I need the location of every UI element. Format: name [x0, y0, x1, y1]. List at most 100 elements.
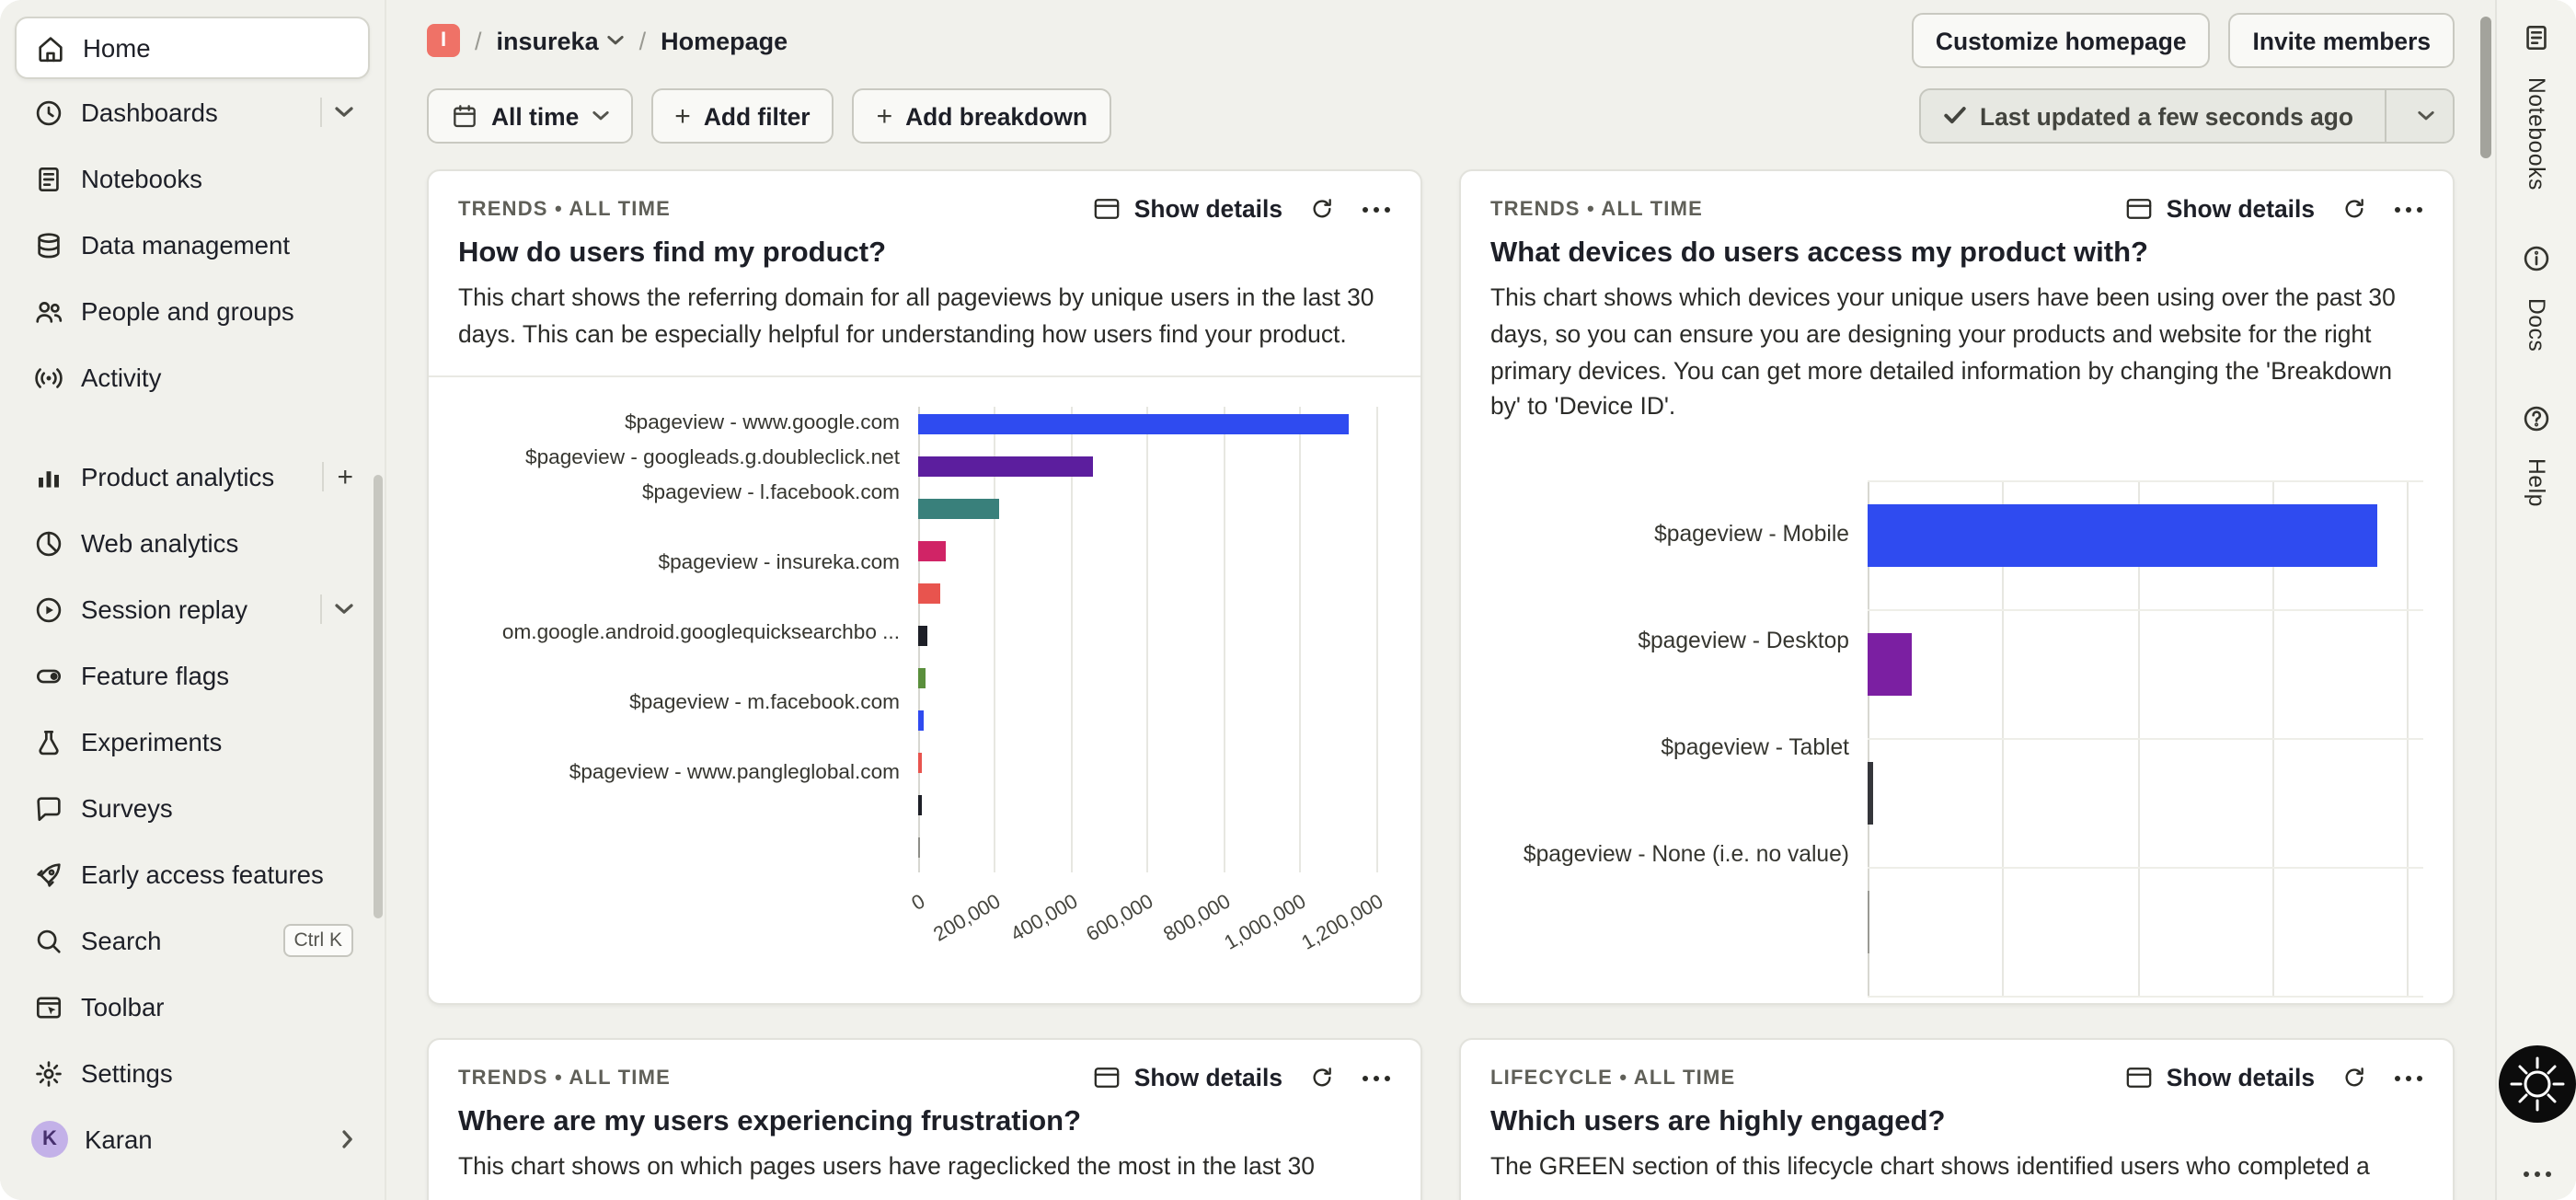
insight-description: This chart shows which devices your uniq… [1490, 283, 2396, 421]
sidebar-item-surveys[interactable]: Surveys [15, 775, 370, 841]
more-options-button[interactable] [2522, 1171, 2551, 1178]
bar-segment[interactable] [918, 667, 926, 688]
sidebar-item-product-analytics[interactable]: Product analytics + [15, 444, 370, 510]
sidebar-item-people-and-groups[interactable]: People and groups [15, 278, 370, 344]
bar-segment[interactable] [1868, 891, 1869, 954]
topbar: I / insureka / Homepage Customize homepa… [386, 0, 2495, 81]
insight-title[interactable]: Which users are highly engaged? [1490, 1106, 1946, 1137]
breadcrumb-separator: / [638, 27, 647, 54]
database-icon [31, 228, 64, 261]
bar-segment[interactable] [918, 794, 922, 815]
show-details-button[interactable]: Show details [2126, 1064, 2315, 1091]
bar-segment[interactable] [918, 456, 1094, 477]
sidebar-item-experiments[interactable]: Experiments [15, 709, 370, 775]
refresh-options-chevron[interactable] [2399, 110, 2453, 121]
bar-segment[interactable] [918, 413, 1350, 434]
bar-segment[interactable] [918, 710, 925, 731]
info-icon [2521, 242, 2552, 283]
sidebar-item-search[interactable]: Search Ctrl K [15, 907, 370, 974]
x-axis-tick-label: 1,200,000 [1297, 890, 1387, 954]
sidebar-item-web-analytics[interactable]: Web analytics [15, 510, 370, 576]
chart-bar-row [918, 413, 1391, 448]
sidebar-item-toolbar[interactable]: Toolbar [15, 974, 370, 1040]
add-insight-button[interactable]: + [337, 461, 353, 492]
bar-segment[interactable] [1868, 633, 1913, 697]
customize-homepage-button[interactable]: Customize homepage [1911, 13, 2211, 68]
show-details-button[interactable]: Show details [1094, 195, 1282, 223]
bar-segment[interactable] [918, 498, 999, 519]
sidebar-item-dashboards[interactable]: Dashboards [15, 79, 370, 145]
refresh-button[interactable] [1308, 195, 1336, 223]
chevron-down-icon[interactable] [335, 107, 353, 118]
x-axis-tick-label: 200,000 [930, 890, 1006, 946]
show-details-button[interactable]: Show details [1094, 1064, 1282, 1091]
refresh-button[interactable] [2340, 1064, 2368, 1091]
bar-segment[interactable] [918, 583, 941, 604]
ellipsis-icon [1363, 1075, 1390, 1080]
sidebar-item-label: Experiments [81, 728, 223, 756]
main-scrollbar[interactable] [2480, 17, 2491, 158]
insight-title[interactable]: Where are my users experiencing frustrat… [458, 1106, 1082, 1137]
rail-item-help[interactable]: Help [2521, 402, 2552, 506]
sidebar-item-feature-flags[interactable]: Feature flags [15, 642, 370, 709]
chat-bubble-icon [31, 791, 64, 825]
insight-type-badge: LIFECYCLE • ALL TIME [1490, 1067, 1736, 1089]
details-icon [2127, 1067, 2153, 1088]
bar-segment[interactable] [918, 752, 923, 773]
sidebar-item-home[interactable]: Home [15, 17, 370, 79]
chart-category-label: $pageview - googleads.g.doubleclick.net [525, 446, 900, 469]
chevron-right-icon[interactable] [342, 1130, 353, 1148]
invite-members-button[interactable]: Invite members [2228, 13, 2455, 68]
bar-segment[interactable] [1868, 504, 2378, 568]
toggle-icon [31, 659, 64, 692]
refresh-button[interactable] [2340, 195, 2368, 223]
chart-category-label [458, 581, 918, 616]
details-icon [1095, 1067, 1121, 1088]
sidebar-scrollbar[interactable] [374, 475, 383, 918]
max-ai-button[interactable] [2498, 1045, 2575, 1123]
gridline [1146, 406, 1149, 872]
chart-bar-row [918, 710, 1391, 744]
refresh-button[interactable] [1308, 1064, 1336, 1091]
notebooks-icon [31, 162, 64, 195]
sidebar-item-label: Web analytics [81, 529, 239, 557]
activity-icon [31, 361, 64, 394]
sidebar-item-session-replay[interactable]: Session replay [15, 576, 370, 642]
insight-card-frustration: TRENDS • ALL TIME Show details [427, 1038, 1422, 1200]
show-details-button[interactable]: Show details [2126, 195, 2315, 223]
rail-item-notebooks[interactable]: Notebooks [2521, 22, 2552, 190]
more-menu-button[interactable] [2394, 1074, 2423, 1081]
sidebar-item-settings[interactable]: Settings [15, 1040, 370, 1106]
divider [320, 98, 322, 127]
sidebar-item-activity[interactable]: Activity [15, 344, 370, 410]
sidebar-item-data-management[interactable]: Data management [15, 212, 370, 278]
last-updated-button[interactable]: Last updated a few seconds ago [1919, 88, 2455, 144]
check-icon [1943, 102, 1967, 130]
avatar: K [31, 1121, 68, 1158]
chart-bars [1868, 480, 2423, 998]
bar-segment[interactable] [918, 837, 921, 858]
sidebar-item-early-access-features[interactable]: Early access features [15, 841, 370, 907]
project-switcher-button[interactable]: insureka [497, 27, 625, 54]
chart-category-label [458, 721, 918, 756]
add-breakdown-button[interactable]: + Add breakdown [852, 88, 1111, 144]
more-menu-button[interactable] [1362, 205, 1391, 213]
chevron-down-icon[interactable] [335, 604, 353, 615]
bar-segment[interactable] [1868, 762, 1874, 825]
sidebar-item-label: Settings [81, 1059, 173, 1087]
more-menu-button[interactable] [1362, 1074, 1391, 1081]
more-menu-button[interactable] [2394, 205, 2423, 213]
insight-title[interactable]: What devices do users access my product … [1490, 237, 2148, 269]
sidebar-item-user-karan[interactable]: K Karan [15, 1106, 370, 1172]
add-filter-button[interactable]: + Add filter [650, 88, 834, 144]
gridline [1375, 406, 1378, 872]
refresh-icon [1313, 199, 1331, 218]
bar-segment[interactable] [918, 540, 945, 561]
date-filter-button[interactable]: All time [427, 88, 633, 144]
sidebar-item-notebooks[interactable]: Notebooks [15, 145, 370, 212]
rail-item-docs[interactable]: Docs [2521, 242, 2552, 351]
sidebar-item-label: Feature flags [81, 662, 230, 689]
bar-segment[interactable] [918, 625, 928, 646]
chart-bar-row [918, 498, 1391, 533]
insight-title[interactable]: How do users find my product? [458, 237, 887, 269]
